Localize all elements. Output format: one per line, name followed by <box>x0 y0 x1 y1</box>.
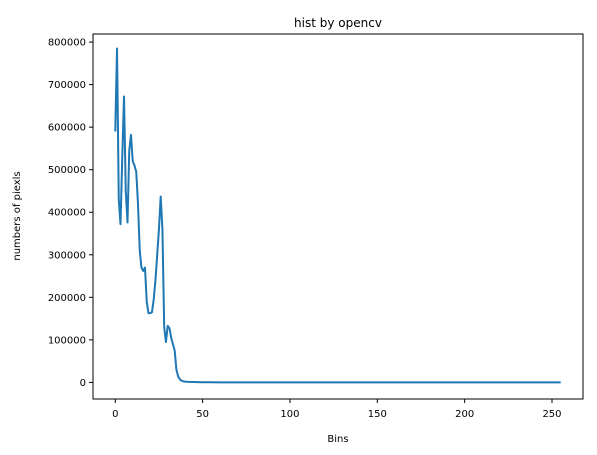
y-tick-label: 400000 <box>48 208 86 219</box>
y-tick-label: 700000 <box>48 80 86 91</box>
y-axis-label: numbers of piexls <box>12 171 23 260</box>
x-tick-label: 150 <box>368 409 387 420</box>
x-axis-ticks: 0 50 100 150 200 250 <box>112 399 562 420</box>
chart-title: hist by opencv <box>294 16 382 30</box>
x-tick-label: 100 <box>280 409 299 420</box>
x-tick-label: 0 <box>112 409 118 420</box>
histogram-line <box>114 47 561 384</box>
x-axis-label: Bins <box>327 434 348 445</box>
axes-frame <box>92 33 584 400</box>
plot-area <box>92 33 584 400</box>
y-axis-ticks: 0 100000 200000 300000 400000 500000 600000 700… <box>48 38 93 389</box>
y-tick-label: 500000 <box>48 165 86 176</box>
y-tick-label: 800000 <box>48 38 86 49</box>
x-tick-label: 200 <box>455 409 474 420</box>
y-tick-label: 100000 <box>48 335 86 346</box>
y-tick-label: 600000 <box>48 123 86 134</box>
y-tick-label: 200000 <box>48 293 86 304</box>
y-tick-label: 300000 <box>48 250 86 261</box>
x-tick-label: 250 <box>542 409 561 420</box>
x-tick-label: 50 <box>196 409 209 420</box>
y-tick-label: 0 <box>80 378 86 389</box>
